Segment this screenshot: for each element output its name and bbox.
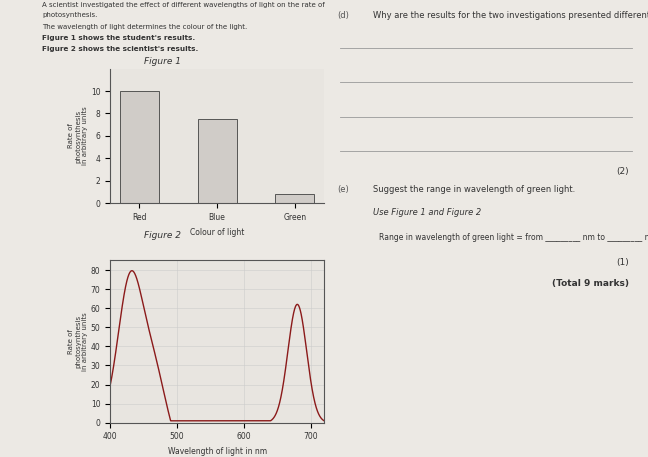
Text: (1): (1) [616,258,629,267]
Text: A scientist investigated the effect of different wavelengths of light on the rat: A scientist investigated the effect of d… [42,2,325,8]
Y-axis label: Rate of
photosynthesis
in arbitrary units: Rate of photosynthesis in arbitrary unit… [68,106,88,165]
Text: (d): (d) [337,11,349,21]
Text: Figure 2 shows the scientist's results.: Figure 2 shows the scientist's results. [42,46,198,52]
Y-axis label: Rate of
photosynthesis
in arbitrary units: Rate of photosynthesis in arbitrary unit… [68,312,88,371]
Text: photosynthesis.: photosynthesis. [42,12,97,18]
Bar [275,194,314,203]
Text: Figure 2: Figure 2 [143,231,181,240]
Text: Why are the results for the two investigations presented differently?: Why are the results for the two investig… [373,11,648,21]
Bar [198,119,237,203]
Text: Figure 1: Figure 1 [143,57,181,66]
Text: Suggest the range in wavelength of green light.: Suggest the range in wavelength of green… [373,185,575,194]
X-axis label: Colour of light: Colour of light [190,228,244,237]
Text: Use Figure 1 and Figure 2: Use Figure 1 and Figure 2 [373,208,481,217]
Text: Range in wavelength of green light = from _________ nm to _________ nm: Range in wavelength of green light = fro… [379,233,648,242]
Bar [120,91,159,203]
Text: (2): (2) [616,167,629,176]
Text: The wavelength of light determines the colour of the light.: The wavelength of light determines the c… [42,24,248,30]
Text: (Total 9 marks): (Total 9 marks) [551,279,629,288]
X-axis label: Wavelength of light in nm: Wavelength of light in nm [168,447,266,456]
Text: Figure 1 shows the student's results.: Figure 1 shows the student's results. [42,35,195,41]
Text: (e): (e) [337,185,349,194]
